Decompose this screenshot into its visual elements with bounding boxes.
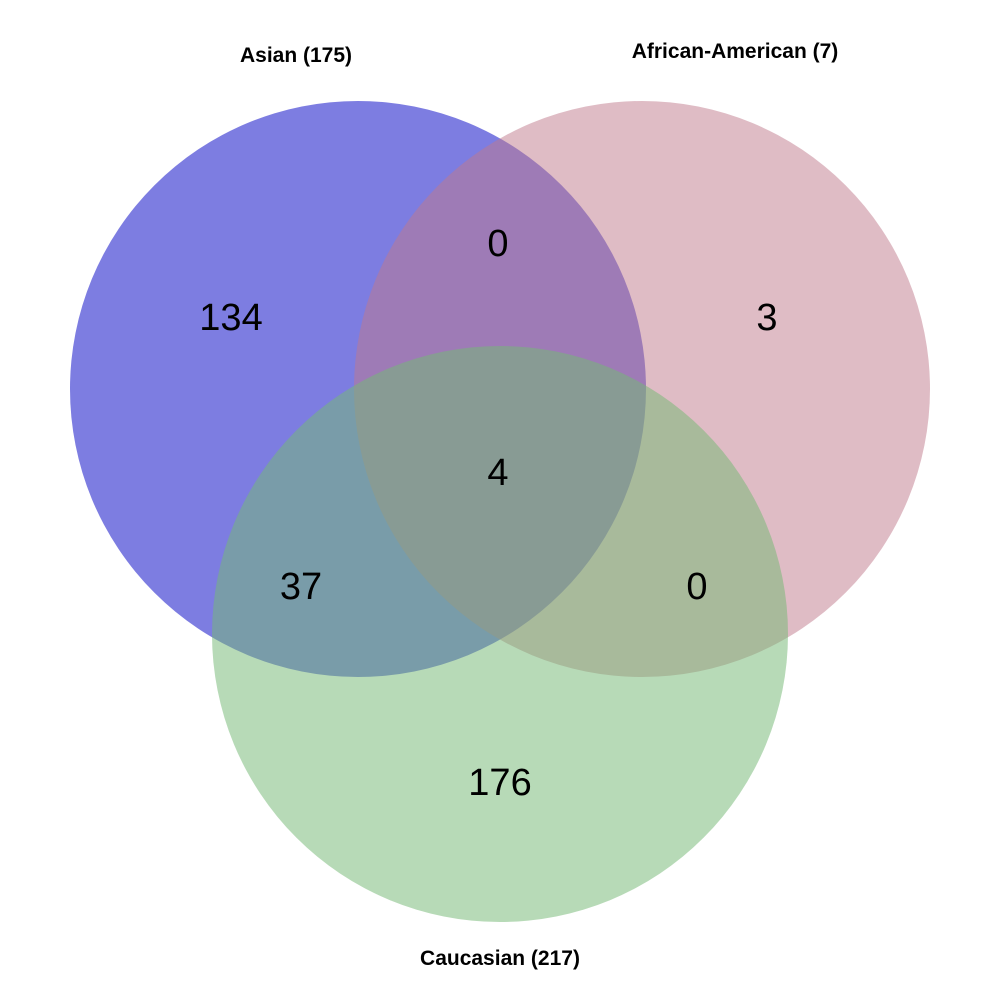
set-label-asian: Asian (175) [240,44,352,67]
count-asian-caucasian: 37 [280,566,322,608]
count-caucasian-only: 176 [468,762,531,804]
set-label-african-american: African-American (7) [632,40,839,63]
count-african-american-caucasian: 0 [686,566,707,608]
circle-caucasian [212,346,788,922]
count-all-three: 4 [487,452,508,494]
count-asian-only: 134 [199,297,262,339]
set-label-caucasian: Caucasian (217) [420,947,580,970]
count-african-american-only: 3 [756,297,777,339]
count-asian-african-american: 0 [487,223,508,265]
